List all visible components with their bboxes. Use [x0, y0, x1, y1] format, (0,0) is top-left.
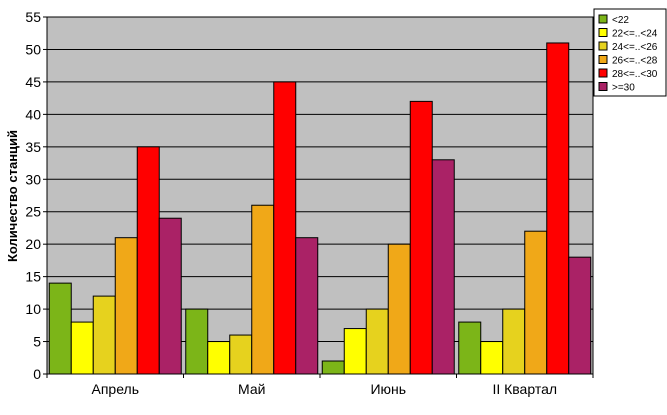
- legend-swatch: [598, 14, 608, 24]
- y-tick-label: 55: [25, 9, 41, 25]
- bar-3-4: [546, 42, 570, 375]
- bar-1-5: [295, 237, 319, 375]
- bar-0-4: [136, 146, 160, 375]
- y-tick-label: 5: [33, 334, 41, 350]
- y-tick-label: 35: [25, 139, 41, 155]
- legend-swatch: [598, 41, 608, 51]
- bar-3-1: [480, 341, 504, 375]
- bar-3-3: [524, 230, 548, 375]
- bar-1-1: [207, 341, 231, 375]
- bar-0-2: [92, 295, 116, 375]
- bar-1-2: [229, 334, 253, 375]
- legend-entry: >=30: [612, 83, 635, 94]
- bar-2-3: [387, 243, 411, 375]
- bar-1-0: [185, 308, 209, 375]
- bar-2-4: [409, 100, 433, 375]
- bar-3-0: [458, 321, 482, 375]
- y-tick-label: 50: [25, 41, 41, 57]
- bar-1-4: [273, 81, 297, 375]
- x-tick-label: II Квартал: [492, 381, 557, 397]
- legend-swatch: [598, 55, 608, 64]
- bar-2-2: [365, 308, 389, 375]
- y-tick-label: 0: [33, 366, 41, 382]
- y-axis-label: Количество станций: [5, 130, 20, 262]
- y-tick-label: 45: [25, 74, 41, 90]
- bar-0-0: [48, 282, 72, 375]
- legend-entry: 22<=..<24: [612, 29, 658, 40]
- legend: <22 22<=..<24 24<=..<26 26<=..<28 28<=..<30 >…: [593, 8, 667, 97]
- bar-0-5: [158, 217, 182, 375]
- bar-2-5: [431, 159, 455, 375]
- y-tick-label: 30: [25, 171, 41, 187]
- bars: [48, 42, 592, 375]
- y-tick-label: 20: [25, 236, 41, 252]
- legend-swatch: [598, 28, 608, 37]
- bar-3-5: [568, 256, 592, 375]
- y-axis-ticks: 0 5 10 15 20 25 30 35 40 45 50 55: [25, 9, 47, 382]
- bar-0-3: [114, 237, 138, 375]
- x-tick-label: Июнь: [370, 381, 406, 397]
- y-tick-label: 25: [25, 204, 41, 220]
- y-tick-label: 10: [25, 301, 41, 317]
- y-tick-label: 40: [25, 106, 41, 122]
- legend-entry: <22: [612, 15, 629, 26]
- legend-swatch: [598, 68, 608, 78]
- legend-swatch: [598, 82, 608, 91]
- bar-0-1: [70, 321, 94, 375]
- legend-entry: 28<=..<30: [612, 69, 658, 80]
- bar-2-1: [343, 328, 367, 375]
- bar-2-0: [321, 360, 345, 375]
- bar-1-3: [251, 204, 275, 375]
- legend-entry: 26<=..<28: [612, 56, 658, 67]
- x-axis-labels: Апрель Май Июнь II Квартал: [46, 374, 594, 397]
- bar-3-2: [502, 308, 526, 375]
- y-tick-label: 15: [25, 269, 41, 285]
- x-tick-label: Май: [238, 381, 265, 397]
- x-tick-label: Апрель: [92, 381, 140, 397]
- legend-entry: 24<=..<26: [612, 42, 658, 53]
